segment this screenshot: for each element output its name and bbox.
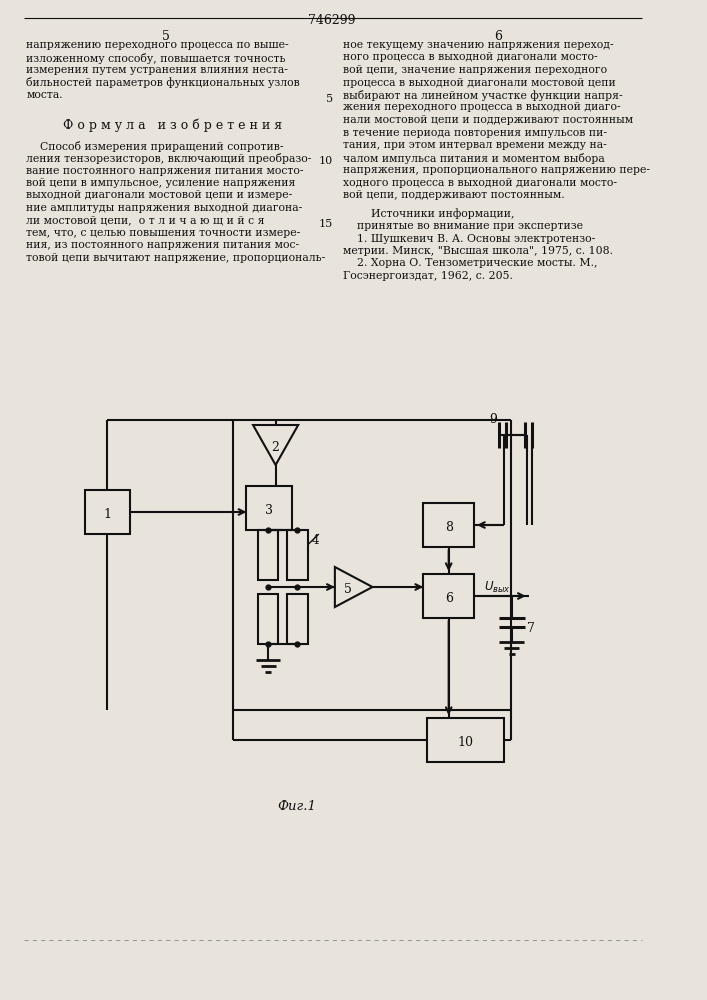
- Text: тем, что, с целью повышения точности измере-: тем, что, с целью повышения точности изм…: [26, 228, 300, 238]
- Bar: [427, 718, 504, 762]
- Text: 2. Хорна О. Тензометрические мосты. М.,: 2. Хорна О. Тензометрические мосты. М.,: [344, 258, 598, 268]
- Text: изложенному способу, повышается точность: изложенному способу, повышается точность: [26, 52, 286, 64]
- Bar: [258, 530, 279, 580]
- Text: Фиг.1: Фиг.1: [277, 800, 316, 813]
- Text: напряжения, пропорционального напряжению пере-: напряжения, пропорционального напряжению…: [344, 165, 650, 175]
- Text: 5: 5: [326, 94, 333, 104]
- Bar: [247, 486, 291, 530]
- Text: 1. Шушкевич В. А. Основы электротензо-: 1. Шушкевич В. А. Основы электротензо-: [344, 233, 595, 243]
- Text: вой цепи, поддерживают постоянным.: вой цепи, поддерживают постоянным.: [344, 190, 565, 200]
- Text: 1: 1: [103, 508, 111, 521]
- Text: нали мостовой цепи и поддерживают постоянным: нали мостовой цепи и поддерживают постоя…: [344, 115, 633, 125]
- Text: Госэнергоиздат, 1962, с. 205.: Госэнергоиздат, 1962, с. 205.: [344, 271, 513, 281]
- Text: вание постоянного напряжения питания мосто-: вание постоянного напряжения питания мос…: [26, 165, 304, 176]
- Text: 5: 5: [344, 583, 352, 596]
- Text: процесса в выходной диагонали мостовой цепи: процесса в выходной диагонали мостовой ц…: [344, 78, 616, 88]
- Text: тания, при этом интервал времени между на-: тания, при этом интервал времени между н…: [344, 140, 607, 150]
- Bar: [287, 530, 308, 580]
- Text: Источники информации,: Источники информации,: [344, 209, 515, 219]
- Text: чалом импульса питания и моментом выбора: чалом импульса питания и моментом выбора: [344, 152, 605, 163]
- Text: вой цепи, значение напряжения переходного: вой цепи, значение напряжения переходног…: [344, 65, 607, 75]
- Text: 8: 8: [445, 521, 452, 534]
- Text: 10: 10: [457, 736, 474, 749]
- Text: метрии. Минск, "Высшая школа", 1975, с. 108.: метрии. Минск, "Высшая школа", 1975, с. …: [344, 246, 614, 256]
- Text: измерения путем устранения влияния неста-: измерения путем устранения влияния неста…: [26, 65, 288, 75]
- Text: 4: 4: [311, 534, 319, 547]
- Text: 746299: 746299: [308, 14, 356, 27]
- Text: 10: 10: [319, 156, 333, 166]
- Text: напряжению переходного процесса по выше-: напряжению переходного процесса по выше-: [26, 40, 289, 50]
- Text: принятые во внимание при экспертизе: принятые во внимание при экспертизе: [344, 221, 583, 231]
- Text: Ф о р м у л а   и з о б р е т е н и я: Ф о р м у л а и з о б р е т е н и я: [63, 118, 281, 132]
- Bar: [258, 594, 279, 644]
- Text: 5: 5: [162, 30, 170, 43]
- Text: $U_{\mathregular{вых}}$: $U_{\mathregular{вых}}$: [484, 580, 510, 595]
- Text: 9: 9: [489, 413, 497, 426]
- Bar: [287, 594, 308, 644]
- Text: моста.: моста.: [26, 90, 63, 100]
- Text: ния, из постоянного напряжения питания мос-: ния, из постоянного напряжения питания м…: [26, 240, 300, 250]
- Text: 3: 3: [265, 504, 273, 517]
- Text: в течение периода повторения импульсов пи-: в течение периода повторения импульсов п…: [344, 127, 607, 137]
- Bar: [423, 503, 474, 547]
- Text: выходной диагонали мостовой цепи и измере-: выходной диагонали мостовой цепи и измер…: [26, 190, 293, 200]
- Text: Способ измерения приращений сопротив-: Способ измерения приращений сопротив-: [26, 140, 284, 151]
- Text: 6: 6: [445, 592, 452, 605]
- Text: 15: 15: [319, 219, 333, 229]
- Text: бильностей параметров функциональных узлов: бильностей параметров функциональных узл…: [26, 78, 300, 89]
- Text: ления тензорезисторов, включающий преобразо-: ления тензорезисторов, включающий преобр…: [26, 153, 312, 164]
- Text: 2: 2: [271, 441, 279, 454]
- Text: 7: 7: [527, 622, 534, 635]
- Bar: [423, 574, 474, 618]
- Text: жения переходного процесса в выходной диаго-: жения переходного процесса в выходной ди…: [344, 103, 621, 112]
- Text: ли мостовой цепи,  о т л и ч а ю щ и й с я: ли мостовой цепи, о т л и ч а ю щ и й с …: [26, 216, 265, 226]
- Text: вой цепи в импульсное, усиление напряжения: вой цепи в импульсное, усиление напряжен…: [26, 178, 296, 188]
- Text: ное текущему значению напряжения переход-: ное текущему значению напряжения переход…: [344, 40, 614, 50]
- Text: ходного процесса в выходной диагонали мосто-: ходного процесса в выходной диагонали мо…: [344, 178, 617, 188]
- Text: выбирают на линейном участке функции напря-: выбирают на линейном участке функции нап…: [344, 90, 623, 101]
- Text: ние амплитуды напряжения выходной диагона-: ние амплитуды напряжения выходной диагон…: [26, 203, 303, 213]
- Text: товой цепи вычитают напряжение, пропорциональ-: товой цепи вычитают напряжение, пропорци…: [26, 253, 326, 263]
- Text: 6: 6: [495, 30, 503, 43]
- Text: ного процесса в выходной диагонали мосто-: ного процесса в выходной диагонали мосто…: [344, 52, 598, 62]
- Bar: [85, 490, 130, 534]
